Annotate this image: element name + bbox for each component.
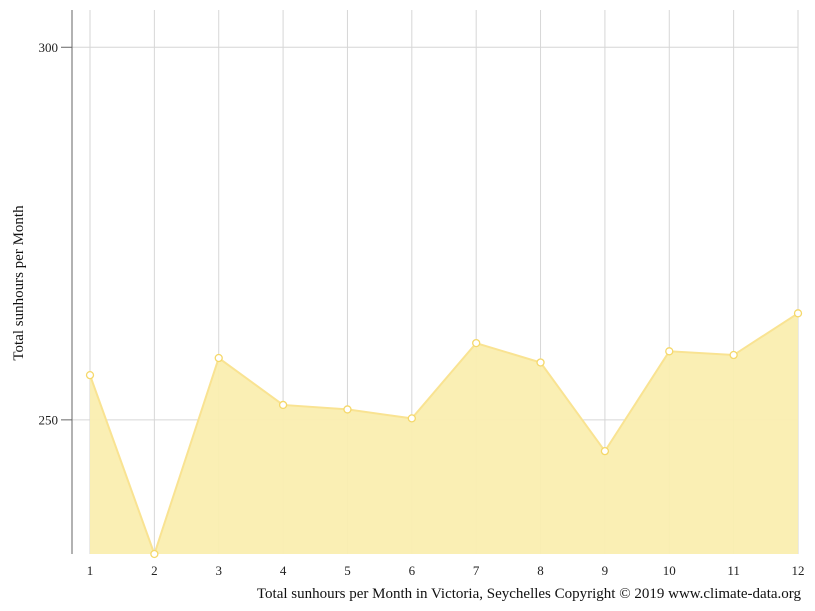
x-tick-label-8: 8 (537, 563, 544, 578)
x-tick-label-6: 6 (409, 563, 416, 578)
x-axis-ticks: 1 2 3 4 5 6 7 8 9 10 11 12 (87, 563, 805, 578)
data-point-month-6 (407, 414, 416, 423)
x-tick-label-4: 4 (280, 563, 287, 578)
sunhours-line (89, 312, 799, 558)
y-tick-label-250: 250 (39, 412, 59, 427)
data-point-month-1 (85, 371, 95, 380)
sunhours-area (90, 313, 798, 554)
x-tick-label-9: 9 (602, 563, 609, 578)
data-point-month-12 (793, 309, 803, 318)
x-tick-label-1: 1 (87, 563, 94, 578)
x-tick-label-3: 3 (215, 563, 222, 578)
data-point-month-7 (472, 338, 481, 348)
data-point-month-9 (600, 447, 610, 456)
x-tick-label-2: 2 (151, 563, 158, 578)
data-point-month-11 (729, 350, 738, 360)
data-point-month-8 (536, 358, 545, 367)
x-tick-label-10: 10 (663, 563, 676, 578)
y-axis-title: Total sunhours per Month (11, 205, 27, 361)
y-tick-label-300: 300 (39, 40, 59, 55)
y-axis-ticks: 250 300 (39, 40, 72, 427)
data-point-month-4 (278, 400, 288, 410)
data-point-month-2 (150, 549, 159, 559)
x-tick-label-12: 12 (792, 563, 805, 578)
data-point-month-3 (214, 353, 223, 363)
x-tick-label-11: 11 (727, 563, 740, 578)
data-point-month-10 (665, 347, 674, 356)
data-point-month-5 (343, 405, 352, 414)
data-markers (85, 309, 803, 559)
chart-caption: Total sunhours per Month in Victoria, Se… (257, 586, 802, 602)
x-tick-label-5: 5 (344, 563, 351, 578)
x-tick-label-7: 7 (473, 563, 480, 578)
area-layer (89, 312, 799, 558)
